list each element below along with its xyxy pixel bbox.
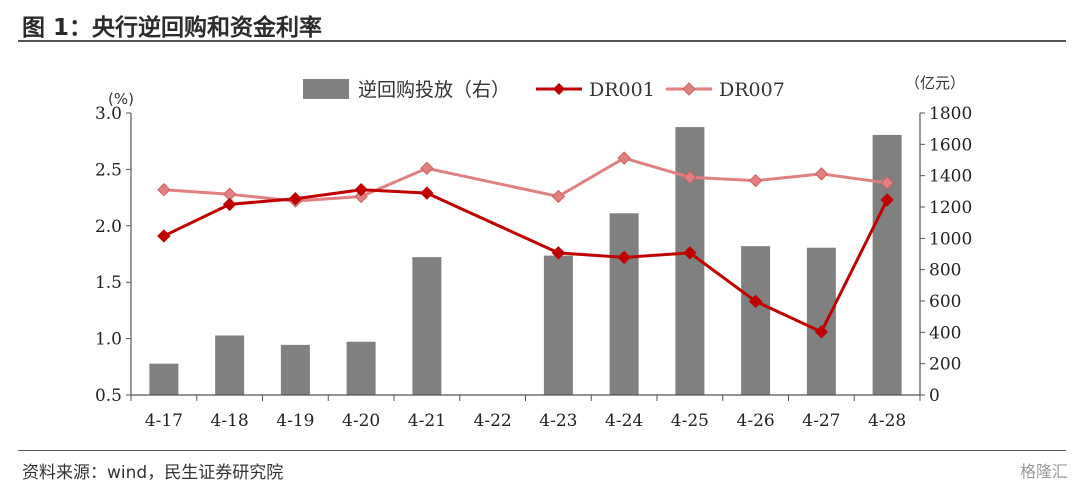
legend-dr001-label: DR001 <box>589 79 655 101</box>
left-axis-unit: (%) <box>108 90 134 108</box>
bar-4-23 <box>543 255 573 395</box>
marker-dr001 <box>617 250 631 265</box>
x-tick-label: 4-19 <box>276 411 314 431</box>
bar-4-26 <box>741 246 771 395</box>
marker-dr007 <box>880 176 894 190</box>
watermark: 格隆汇 <box>1019 462 1068 481</box>
axes: 0.5 1.0 1.5 2.0 2.5 3.0 0 200 400 600 800 1000 1200 1… <box>95 74 972 431</box>
bar-4-20 <box>346 341 376 395</box>
marker-dr001 <box>420 186 434 200</box>
legend: 逆回购投放（右） DR001 DR007 <box>303 79 785 101</box>
right-tick-label: 1800 <box>929 104 972 124</box>
right-tick-label: 800 <box>929 261 961 281</box>
left-tick-label: 1.0 <box>95 330 122 350</box>
marker-dr001 <box>222 197 237 212</box>
right-tick-label: 1400 <box>929 167 972 187</box>
marker-dr001 <box>157 229 171 243</box>
marker-dr007 <box>420 161 434 175</box>
marker-dr001 <box>880 193 894 207</box>
marker-dr001 <box>551 246 566 260</box>
x-tick-label: 4-17 <box>145 411 183 431</box>
marker-dr001 <box>683 246 697 260</box>
marker-dr007 <box>814 167 829 181</box>
x-tick-label: 4-26 <box>737 411 775 431</box>
legend-dr007-marker <box>682 82 696 96</box>
marker-dr001 <box>354 182 368 197</box>
legend-bar-swatch <box>303 79 349 99</box>
bar-4-27 <box>806 247 836 395</box>
bar-4-17 <box>149 363 179 395</box>
marker-dr001 <box>748 294 763 309</box>
marker-dr007 <box>617 151 631 165</box>
right-tick-label: 1600 <box>929 135 972 155</box>
x-tick-label: 4-23 <box>539 411 577 431</box>
bar-4-21 <box>412 257 442 395</box>
footer-divider <box>18 450 1066 451</box>
line-dr001 <box>163 188 889 334</box>
marker-dr007 <box>354 189 368 204</box>
left-tick-label: 3.0 <box>95 104 122 124</box>
left-tick-label: 0.5 <box>95 386 122 406</box>
x-tick-label: 4-21 <box>408 411 446 431</box>
marker-dr007 <box>157 182 171 197</box>
left-tick-label: 2.0 <box>95 217 122 237</box>
legend-bar-label: 逆回购投放（右） <box>358 79 510 101</box>
bar-series <box>149 127 902 395</box>
figure-title: 图 1：央行逆回购和资金利率 <box>22 15 323 41</box>
x-tick-label: 4-27 <box>802 411 840 431</box>
x-tick-label: 4-18 <box>211 411 249 431</box>
right-tick-label: 1200 <box>929 198 972 218</box>
marker-dr001 <box>814 325 829 339</box>
right-tick-label: 600 <box>929 292 961 312</box>
marker-dr007 <box>683 170 697 185</box>
right-axis-unit: （亿元） <box>905 74 965 92</box>
marker-dr007 <box>551 189 566 204</box>
line-dr007 <box>163 156 888 203</box>
line-series <box>157 151 894 339</box>
x-tick-label: 4-25 <box>671 411 709 431</box>
marker-dr001 <box>288 192 303 206</box>
right-tick-label: 200 <box>929 355 961 375</box>
left-tick-label: 1.5 <box>95 273 122 293</box>
bar-4-28 <box>872 134 902 395</box>
bar-4-19 <box>280 344 310 395</box>
source-note: 资料来源：wind，民生证券研究院 <box>22 463 284 483</box>
bar-4-24 <box>609 213 639 395</box>
left-tick-label: 2.5 <box>95 160 122 180</box>
bar-4-18 <box>215 335 245 395</box>
x-tick-label: 4-20 <box>342 411 380 431</box>
legend-dr007-label: DR007 <box>719 79 785 101</box>
x-tick-label: 4-24 <box>605 411 643 431</box>
right-tick-label: 1000 <box>929 229 972 249</box>
right-tick-label: 0 <box>929 386 940 406</box>
marker-dr007 <box>748 173 763 188</box>
title-divider <box>18 40 1066 42</box>
legend-dr001-marker <box>553 83 565 95</box>
right-tick-label: 400 <box>929 323 961 343</box>
x-tick-label: 4-22 <box>474 411 512 431</box>
x-tick-label: 4-28 <box>868 411 906 431</box>
